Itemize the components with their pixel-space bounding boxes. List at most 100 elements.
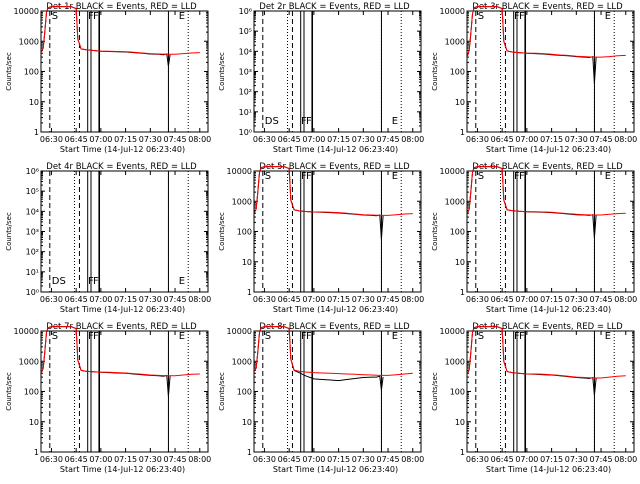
x-tick-label: 06:45	[491, 135, 514, 144]
event-marker-label: S	[478, 171, 484, 182]
x-tick-label: 06:45	[278, 295, 301, 304]
x-tick-label: 06:30	[40, 455, 63, 464]
event-marker-label: E	[392, 331, 398, 342]
events-series-line	[254, 166, 384, 240]
y-tick-label: 1	[34, 128, 39, 137]
plot-frame	[466, 10, 635, 133]
event-marker-label: F	[301, 116, 307, 127]
y-tick-label: 1	[460, 448, 465, 457]
y-tick-label: 1000	[19, 357, 39, 366]
chart-title: Det 8r BLACK = Events, RED = LLD	[259, 322, 410, 332]
x-tick-label: 08:00	[614, 295, 637, 304]
x-tick-label: 06:30	[253, 295, 276, 304]
x-tick-label: 08:00	[401, 295, 424, 304]
x-tick-label: 06:30	[40, 135, 63, 144]
lld-series-line	[254, 166, 413, 216]
x-tick-label: 07:45	[377, 135, 400, 144]
event-marker-label: E	[605, 11, 611, 22]
chart-title: Det 1r BLACK = Events, RED = LLD	[46, 2, 197, 12]
event-marker-label: E	[605, 171, 611, 182]
detector-panel: Det 4r BLACK = Events, RED = LLD 10⁰ 10¹ 10…	[0, 160, 213, 320]
y-tick-label: 1	[247, 288, 252, 297]
x-tick-label: 07:45	[164, 295, 187, 304]
y-axis-label: Counts/sec	[218, 212, 226, 251]
event-marker-label: E	[179, 331, 185, 342]
x-tick-label: 07:45	[590, 135, 613, 144]
plot-frame	[253, 330, 422, 453]
x-axis-label: Start Time (14-Jul-12 06:23:40)	[273, 465, 398, 474]
events-series-line	[467, 326, 597, 396]
chart-title: Det 5r BLACK = Events, RED = LLD	[259, 162, 410, 172]
x-tick-label: 07:45	[590, 455, 613, 464]
x-tick-label: 07:00	[89, 295, 112, 304]
x-tick-label: 08:00	[188, 295, 211, 304]
x-tick-label: 06:30	[466, 135, 489, 144]
x-tick-label: 07:30	[565, 295, 588, 304]
event-marker-label: F	[301, 171, 307, 182]
x-tick-label: 07:00	[515, 455, 538, 464]
x-tick-label: 06:45	[278, 135, 301, 144]
lld-series-line	[467, 326, 626, 379]
chart-svg: Det 7r BLACK = Events, RED = LLD 1 10 100 10…	[5, 322, 211, 474]
y-tick-label: 10¹	[26, 268, 39, 277]
x-tick-label: 08:00	[188, 455, 211, 464]
y-tick-label: 100	[237, 228, 252, 237]
detector-panel: Det 7r BLACK = Events, RED = LLD 1 10 100 10…	[0, 320, 213, 480]
x-axis-label: Start Time (14-Jul-12 06:23:40)	[273, 305, 398, 314]
x-tick-label: 07:15	[540, 455, 563, 464]
events-series-line	[41, 6, 171, 67]
x-tick-label: 07:30	[565, 455, 588, 464]
event-marker-label: E	[179, 11, 185, 22]
lld-series-line	[467, 6, 626, 58]
y-axis-label: Counts/sec	[218, 52, 226, 91]
y-tick-label: 10	[242, 418, 252, 427]
y-tick-label: 10	[29, 418, 39, 427]
detector-panel: Det 5r BLACK = Events, RED = LLD 1 10 100 10…	[213, 160, 426, 320]
y-tick-label: 100	[24, 388, 39, 397]
x-tick-label: 08:00	[614, 455, 637, 464]
event-marker-label: F	[93, 11, 99, 22]
y-axis-label: Counts/sec	[431, 212, 439, 251]
y-tick-label: 10000	[14, 7, 39, 16]
y-tick-label: 10000	[227, 167, 252, 176]
event-marker-label: F	[93, 331, 99, 342]
event-marker-label: F	[306, 331, 312, 342]
y-tick-label: 10³	[26, 228, 39, 237]
chart-svg: Det 2r BLACK = Events, RED = LLD 10⁰ 10¹ 10…	[218, 2, 424, 154]
plot-frame	[40, 170, 209, 293]
x-tick-label: 07:15	[327, 455, 350, 464]
x-tick-label: 07:15	[114, 295, 137, 304]
event-marker-label: F	[88, 11, 94, 22]
y-tick-label: 10³	[239, 68, 252, 77]
y-tick-label: 10	[455, 98, 465, 107]
x-tick-label: 07:00	[515, 135, 538, 144]
x-tick-label: 07:30	[139, 295, 162, 304]
plot-frame	[40, 330, 209, 453]
y-tick-label: 100	[237, 388, 252, 397]
x-tick-label: 07:00	[302, 295, 325, 304]
x-tick-label: 06:30	[253, 135, 276, 144]
x-tick-label: 06:45	[65, 135, 88, 144]
y-tick-label: 10	[242, 258, 252, 267]
y-axis-label: Counts/sec	[431, 52, 439, 91]
x-tick-label: 07:30	[139, 455, 162, 464]
chart-svg: Det 4r BLACK = Events, RED = LLD 10⁰ 10¹ 10…	[5, 162, 211, 314]
y-tick-label: 10²	[26, 248, 39, 257]
chart-svg: Det 8r BLACK = Events, RED = LLD 1 10 100 10…	[218, 322, 424, 474]
x-tick-label: 08:00	[614, 135, 637, 144]
events-series-line	[467, 6, 597, 84]
x-tick-label: 07:00	[302, 455, 325, 464]
x-tick-label: 06:30	[40, 295, 63, 304]
x-tick-label: 07:15	[327, 135, 350, 144]
x-tick-label: 08:00	[401, 135, 424, 144]
y-tick-label: 10000	[440, 327, 465, 336]
events-series-line	[41, 326, 171, 397]
x-tick-label: 07:45	[377, 295, 400, 304]
chart-title: Det 4r BLACK = Events, RED = LLD	[46, 162, 197, 172]
y-tick-label: 1000	[445, 197, 465, 206]
y-tick-label: 10⁴	[239, 47, 252, 56]
x-tick-label: 07:15	[114, 135, 137, 144]
x-axis-label: Start Time (14-Jul-12 06:23:40)	[486, 465, 611, 474]
x-tick-label: 08:00	[188, 135, 211, 144]
